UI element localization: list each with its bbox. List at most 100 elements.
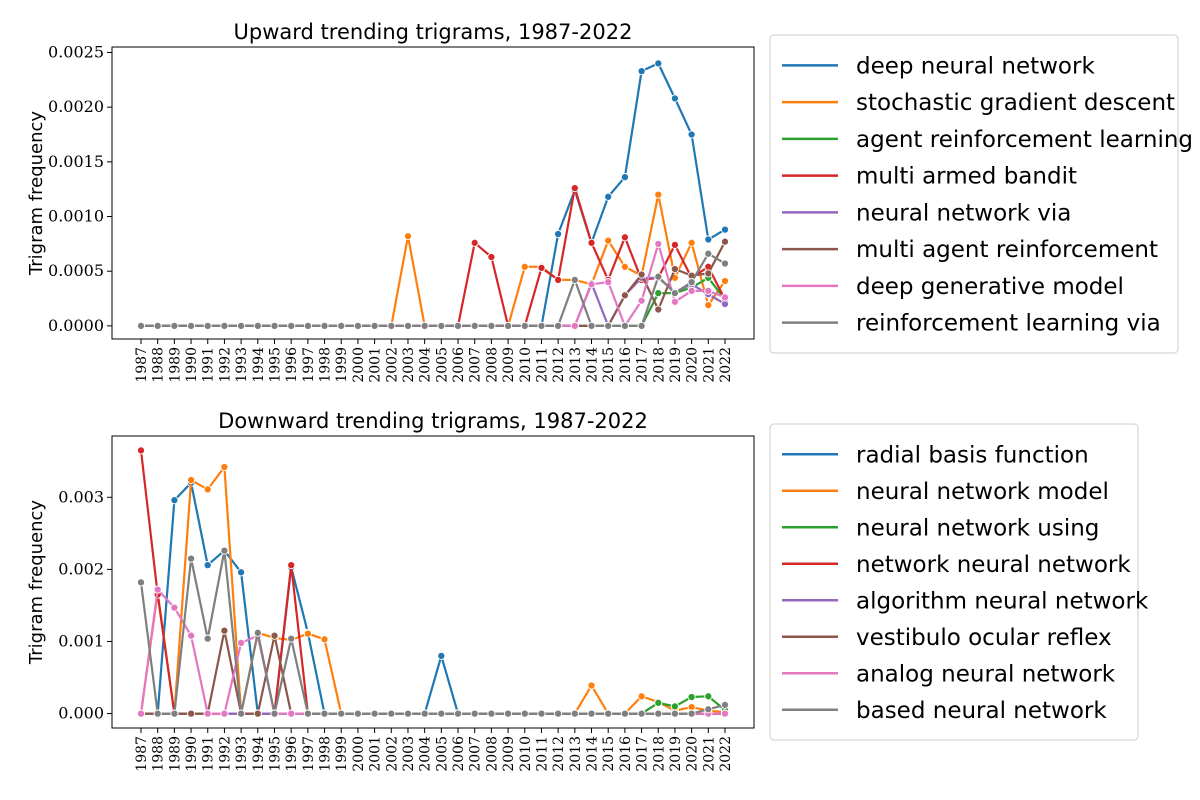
x-tick-label: 2019: [668, 347, 684, 383]
x-tick-label: 2003: [401, 736, 417, 772]
x-tick-label: 2021: [701, 736, 717, 772]
y-tick-label: 0.0020: [48, 97, 104, 116]
x-tick-label: 2018: [651, 347, 667, 383]
data-point: [353, 321, 362, 330]
data-point: [220, 546, 229, 555]
data-point: [520, 321, 529, 330]
data-point: [487, 709, 496, 718]
data-point: [253, 321, 262, 330]
series-reinforcement-learning-via: [136, 249, 730, 330]
data-point: [687, 709, 696, 718]
x-tick-label: 1989: [167, 736, 183, 772]
legend-frame: [769, 423, 1139, 741]
data-point: [187, 475, 196, 485]
data-point: [437, 321, 446, 330]
data-point: [720, 259, 730, 268]
x-tick-label: 1993: [234, 736, 250, 772]
legend-label: multi armed bandit: [856, 164, 1077, 190]
data-point: [587, 238, 596, 247]
data-point: [387, 321, 396, 330]
data-point: [153, 321, 162, 330]
data-point: [220, 462, 229, 472]
data-point: [654, 698, 663, 707]
x-tick-label: 1992: [217, 736, 233, 772]
data-point: [570, 184, 579, 193]
data-point: [720, 237, 730, 246]
data-point: [320, 635, 329, 644]
x-tick-label: 2014: [585, 347, 601, 383]
data-point: [203, 709, 212, 718]
data-point: [504, 709, 513, 718]
upward-trigrams-chart: Upward trending trigrams, 1987-2022 Trigr…: [26, 20, 1193, 383]
data-point: [604, 278, 613, 287]
series-line: [141, 62, 726, 327]
series-line: [141, 242, 726, 327]
data-point: [554, 275, 563, 284]
data-point: [570, 709, 579, 718]
data-point: [453, 321, 463, 330]
data-point: [520, 709, 529, 718]
x-tick-label: 1994: [251, 736, 267, 772]
data-point: [587, 321, 596, 330]
data-point: [687, 238, 696, 247]
x-tick-label: 1989: [167, 347, 183, 383]
x-tick-label: 1999: [334, 736, 350, 772]
data-point: [587, 681, 596, 690]
data-point: [604, 236, 613, 245]
data-point: [403, 232, 413, 241]
data-point: [470, 238, 479, 247]
data-point: [453, 709, 463, 718]
data-point: [187, 554, 196, 563]
data-point: [704, 301, 713, 310]
series-line: [139, 549, 726, 715]
data-point: [387, 709, 396, 718]
data-point: [720, 700, 730, 709]
data-point: [537, 321, 546, 330]
series-multi-agent-reinforcement: [136, 237, 730, 330]
x-tick-label: 1997: [301, 347, 317, 383]
data-point: [287, 561, 296, 570]
data-point: [270, 631, 279, 640]
data-point: [604, 709, 613, 718]
x-tick-label: 2002: [384, 736, 400, 772]
x-tick-label: 2000: [351, 736, 367, 772]
legend: deep neural network stochastic gradient d…: [769, 34, 1193, 354]
data-point: [237, 321, 246, 330]
data-point: [720, 225, 730, 234]
data-point: [303, 709, 312, 718]
x-tick-label: 2007: [468, 347, 484, 383]
x-tick-label: 2001: [368, 347, 384, 383]
data-point: [587, 280, 596, 289]
x-tick-label: 1988: [151, 347, 167, 383]
x-tick-label: 2015: [601, 347, 617, 383]
data-point: [253, 709, 262, 718]
data-point: [270, 709, 279, 718]
x-tick-label: 2010: [518, 347, 534, 383]
x-tick-label: 2012: [551, 347, 567, 383]
data-point: [637, 321, 646, 330]
series-multi-armed-bandit: [136, 184, 730, 330]
x-tick-label: 2006: [451, 347, 467, 383]
data-point: [136, 578, 146, 587]
y-tick-label: 0.002: [58, 559, 104, 578]
series-deep-neural-network: [136, 59, 730, 330]
data-point: [654, 272, 663, 281]
data-point: [303, 321, 312, 330]
data-point: [187, 709, 196, 718]
data-point: [487, 252, 496, 262]
data-point: [237, 568, 246, 577]
data-point: [620, 173, 629, 182]
x-tick-label: 2017: [635, 736, 651, 772]
x-tick-label: 1988: [151, 736, 167, 772]
data-point: [170, 321, 179, 330]
x-tick-label: 2013: [568, 347, 584, 383]
x-tick-label: 1995: [268, 347, 284, 383]
legend-label: neural network model: [856, 479, 1109, 505]
data-point: [220, 709, 229, 718]
data-point: [554, 709, 563, 718]
series-line: [141, 241, 726, 327]
series-line: [141, 252, 726, 327]
x-tick-label: 2015: [601, 736, 617, 772]
data-point: [637, 67, 646, 76]
